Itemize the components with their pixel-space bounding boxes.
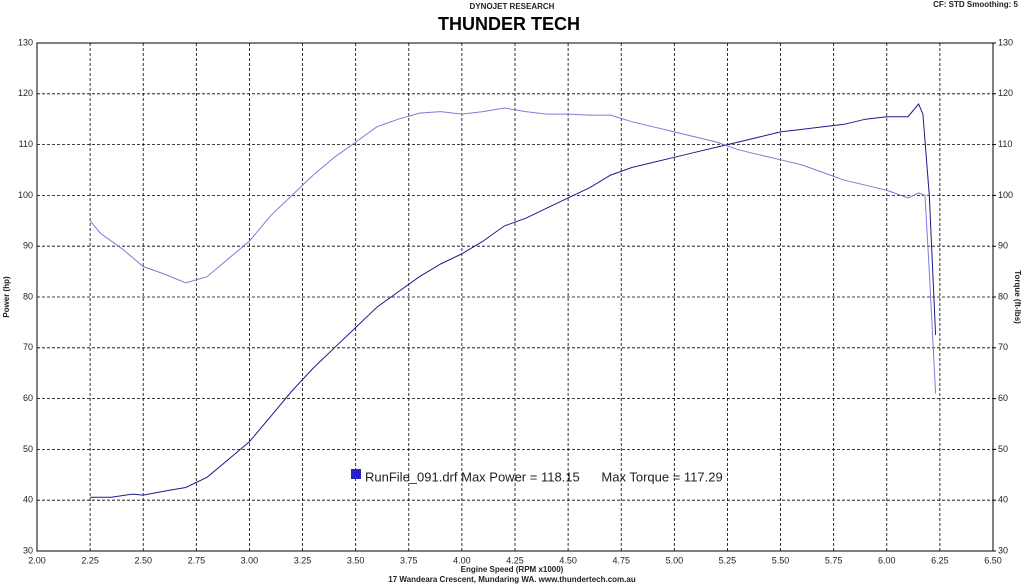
chart-title: THUNDER TECH [438, 14, 580, 34]
x-tick-label: 6.50 [984, 555, 1002, 565]
x-tick-label: 5.25 [719, 555, 737, 565]
y2-tick-label: 130 [998, 37, 1013, 47]
x-tick-label: 3.75 [400, 555, 418, 565]
y2-tick-label: 120 [998, 88, 1013, 98]
y2-tick-label: 70 [998, 342, 1008, 352]
x-tick-label: 4.00 [453, 555, 471, 565]
data-line [89, 107, 937, 394]
y-tick-label: 60 [23, 393, 33, 403]
x-tick-label: 4.25 [506, 555, 524, 565]
data-line [90, 103, 937, 498]
x-axis-title: Engine Speed (RPM x1000) [461, 565, 564, 574]
y-tick-label: 80 [23, 291, 33, 301]
annotation-marker [351, 469, 361, 479]
x-tick-label: 5.75 [825, 555, 843, 565]
y-tick-label: 70 [23, 342, 33, 352]
x-tick-label: 5.50 [772, 555, 790, 565]
y-tick-label: 40 [23, 495, 33, 505]
y2-tick-label: 30 [998, 545, 1008, 555]
x-tick-label: 5.00 [666, 555, 684, 565]
x-tick-label: 2.75 [188, 555, 206, 565]
x-tick-label: 2.25 [81, 555, 99, 565]
x-tick-label: 3.00 [241, 555, 259, 565]
y2-axis-title: Torque (ft-lbs) [1013, 270, 1022, 324]
y-tick-label: 50 [23, 444, 33, 454]
y-tick-label: 120 [18, 88, 33, 98]
y2-tick-label: 90 [998, 241, 1008, 251]
y2-tick-label: 80 [998, 291, 1008, 301]
x-tick-label: 3.50 [347, 555, 365, 565]
suptitle: DYNOJET RESEARCH [470, 2, 555, 11]
x-tick-label: 2.50 [134, 555, 152, 565]
x-tick-label: 2.00 [28, 555, 46, 565]
y-tick-label: 100 [18, 190, 33, 200]
corner-note: CF: STD Smoothing: 5 [933, 0, 1018, 9]
annotation: RunFile_091.drf Max Power = 118.15 Max T… [365, 469, 723, 484]
y-tick-label: 30 [23, 545, 33, 555]
x-tick-label: 6.00 [878, 555, 896, 565]
x-tick-label: 4.50 [559, 555, 577, 565]
y-tick-label: 110 [19, 139, 33, 149]
y-axis-title: Power (hp) [2, 276, 11, 318]
x-tick-label: 3.25 [294, 555, 312, 565]
footer: 17 Wandeara Crescent, Mundaring WA. www.… [388, 575, 636, 584]
y2-tick-label: 60 [998, 393, 1008, 403]
y2-tick-label: 40 [998, 495, 1008, 505]
y2-tick-label: 50 [998, 444, 1008, 454]
y2-tick-label: 100 [998, 190, 1013, 200]
y-tick-label: 130 [18, 37, 33, 47]
x-tick-label: 6.25 [931, 555, 949, 565]
y-tick-label: 90 [23, 241, 33, 251]
x-tick-label: 4.75 [612, 555, 630, 565]
y2-tick-label: 110 [998, 139, 1012, 149]
